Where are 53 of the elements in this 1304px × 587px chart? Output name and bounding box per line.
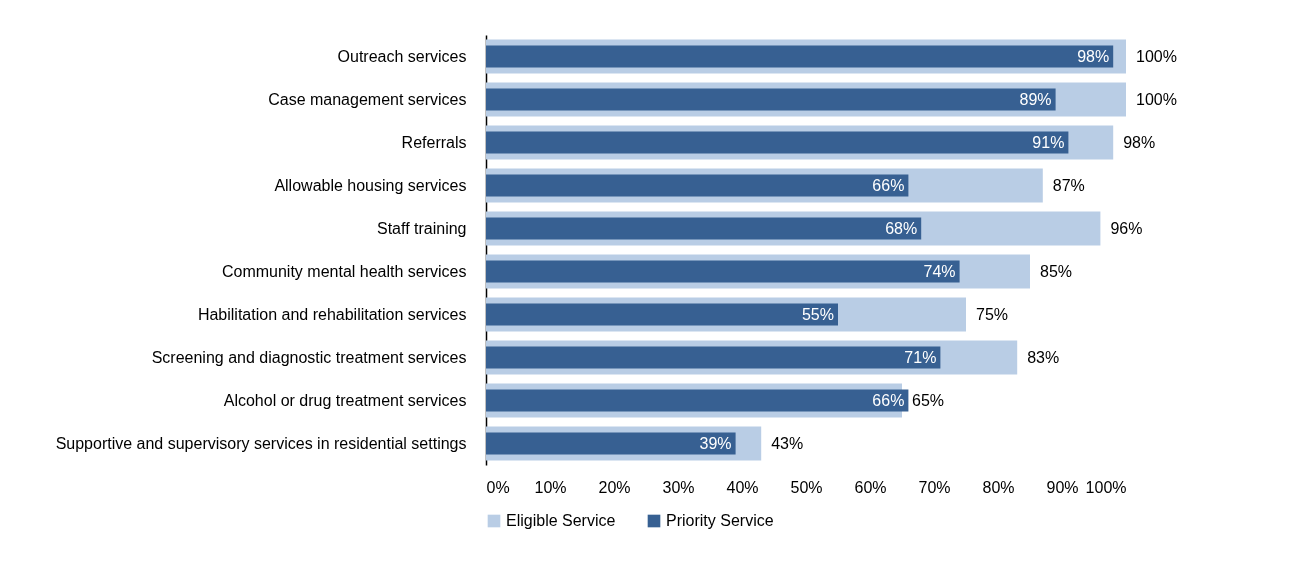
x-tick-label: 50%	[790, 478, 823, 496]
x-tick-label: 10%	[534, 478, 567, 496]
data-label: 87%	[1052, 176, 1085, 194]
y-tick-label: Screening and diagnostic treatment services	[151, 348, 467, 366]
x-tick-label: 40%	[726, 478, 759, 496]
data-label: 91%	[1032, 133, 1065, 151]
data-label: 100%	[1136, 47, 1177, 65]
data-label: 98%	[1077, 47, 1110, 65]
legend-label: Priority Service	[666, 512, 774, 529]
data-label: 85%	[1040, 262, 1073, 280]
legend-label: Eligible Service	[506, 512, 616, 529]
data-label: 39%	[699, 434, 732, 452]
data-label: 55%	[801, 305, 834, 323]
y-tick-label: Staff training	[376, 219, 467, 237]
bar	[486, 260, 960, 283]
y-tick-label: Outreach services	[337, 47, 467, 65]
data-label: 98%	[1123, 133, 1156, 151]
data-label: 89%	[1019, 90, 1052, 108]
bar	[486, 131, 1069, 154]
bar	[486, 346, 941, 369]
bar	[486, 389, 909, 412]
bar	[486, 88, 1056, 111]
data-label: 68%	[885, 219, 918, 237]
data-label: 96%	[1110, 219, 1143, 237]
bar	[486, 432, 736, 455]
y-tick-label: Supportive and supervisory services in residential settings	[55, 434, 467, 452]
y-tick-label: Allowable housing services	[274, 176, 467, 194]
y-tick-label: Community mental health services	[221, 262, 467, 280]
y-tick-label: Habilitation and rehabilitation services	[197, 305, 467, 323]
x-tick-label: 60%	[854, 478, 887, 496]
bar	[486, 217, 922, 240]
y-tick-label: Case management services	[268, 90, 467, 108]
data-label: 66%	[872, 176, 905, 194]
data-label: 100%	[1136, 90, 1177, 108]
x-tick-label: 0%	[486, 478, 510, 496]
y-tick-label: Alcohol or drug treatment services	[223, 391, 467, 409]
x-tick-label: 100%	[1085, 478, 1127, 496]
x-tick-label: 20%	[598, 478, 631, 496]
data-label: 83%	[1027, 348, 1060, 366]
bar	[486, 174, 909, 197]
x-tick-label: 30%	[662, 478, 695, 496]
bar	[486, 303, 838, 326]
data-label: 43%	[771, 434, 804, 452]
x-tick-label: 80%	[982, 478, 1015, 496]
data-label: 75%	[976, 305, 1009, 323]
data-label: 66%	[872, 391, 905, 409]
data-label: 71%	[904, 348, 937, 366]
data-label: 74%	[923, 262, 956, 280]
bar	[486, 45, 1114, 68]
x-tick-label: 90%	[1046, 478, 1079, 496]
data-label: 65%	[912, 391, 945, 409]
y-tick-label: Referrals	[401, 133, 467, 151]
x-tick-label: 70%	[918, 478, 951, 496]
